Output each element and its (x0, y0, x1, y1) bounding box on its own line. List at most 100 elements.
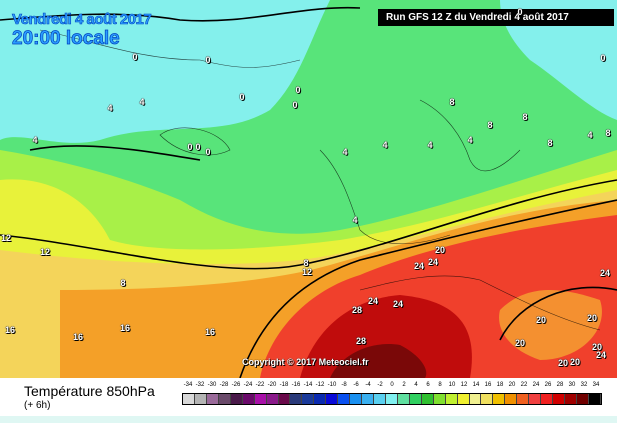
scale-tick-label: -16 (291, 382, 301, 388)
contour-label: 24 (427, 257, 439, 267)
contour-label: 24 (413, 261, 425, 271)
contour-label: 8 (449, 97, 455, 107)
scale-swatch (445, 394, 458, 404)
temperature-map (0, 0, 617, 378)
scale-tick-label: 32 (580, 382, 588, 388)
scale-swatch (565, 394, 577, 404)
contour-label: 16 (72, 332, 84, 342)
scale-swatch (278, 394, 291, 404)
scale-tick-label: -4 (365, 382, 371, 388)
scale-swatch (529, 394, 542, 404)
scale-tick-label: 24 (532, 382, 540, 388)
scale-swatch (541, 394, 554, 404)
color-scale-bar (182, 393, 602, 405)
scale-swatch (481, 394, 494, 404)
contour-label: 20 (434, 245, 446, 255)
scale-tick-label: -2 (377, 382, 383, 388)
scale-swatch (457, 394, 470, 404)
scale-swatch (421, 394, 434, 404)
copyright: Copyright © 2017 Meteociel.fr (242, 357, 369, 367)
scale-swatch (254, 394, 267, 404)
scale-tick-label: -14 (303, 382, 313, 388)
legend-subtitle: (+ 6h) (24, 400, 51, 411)
scale-tick-label: 6 (426, 382, 430, 388)
scale-tick-label: 14 (472, 382, 480, 388)
scale-tick-label: 26 (544, 382, 552, 388)
scale-swatch (194, 394, 207, 404)
contour-label: 0 (517, 7, 523, 17)
scale-swatch (183, 394, 195, 404)
contour-label: 0 (295, 85, 301, 95)
contour-lines (0, 6, 617, 378)
legend-title: Température 850hPa (24, 383, 155, 399)
scale-swatch (469, 394, 482, 404)
scale-tick-label: 0 (390, 382, 394, 388)
scale-swatch (218, 394, 231, 404)
contour-label: 20 (586, 313, 598, 323)
contour-label: 16 (119, 323, 131, 333)
scale-swatch (385, 394, 398, 404)
scale-tick-label: -34 (183, 382, 193, 388)
contour-label: 4 (342, 147, 348, 157)
contour-label: 16 (4, 325, 16, 335)
scale-swatch (350, 394, 363, 404)
scale-swatch (230, 394, 243, 404)
scale-tick-label: 8 (438, 382, 442, 388)
scale-tick-label: 28 (556, 382, 564, 388)
contour-label: 20 (569, 357, 581, 367)
contour-label: 0 (239, 92, 245, 102)
contour-label: 24 (392, 299, 404, 309)
scale-swatch (266, 394, 279, 404)
contour-label: 24 (599, 268, 611, 278)
forecast-date: Vendredi 4 août 2017 (12, 11, 152, 29)
model-run-label: Run GFS 12 Z du Vendredi 4 août 2017 (378, 9, 614, 26)
warm-pocket-east (499, 290, 602, 360)
scale-tick-label: -20 (267, 382, 277, 388)
contour-label: 4 (382, 140, 388, 150)
scale-swatch (433, 394, 446, 404)
coastlines (39, 29, 601, 331)
contour-label: 0 (292, 100, 298, 110)
contour-label: 8 (487, 120, 493, 130)
scale-swatch (576, 394, 589, 404)
scale-swatch (517, 394, 530, 404)
scale-tick-label: -30 (207, 382, 217, 388)
contour-label: 4 (32, 135, 38, 145)
hot-region-dark-red (300, 295, 472, 378)
scale-tick-label: 34 (592, 382, 600, 388)
contour-label: 12 (301, 267, 313, 277)
contour-label: 24 (595, 350, 607, 360)
color-scale-labels: -34 -32 -30 -28 -26 -24 -22 -20 -18 -16 -14 -12 -10-… (182, 382, 602, 392)
scale-swatch (493, 394, 506, 404)
cold-region-northwest (0, 0, 330, 143)
contour-label: 0 (195, 142, 201, 152)
contour-label: 4 (427, 140, 433, 150)
forecast-time: 20:00 locale (12, 28, 120, 50)
scale-swatch (374, 394, 386, 404)
scale-swatch (553, 394, 565, 404)
scale-swatch (290, 394, 303, 404)
contour-label: 4 (587, 130, 593, 140)
scale-swatch (338, 394, 351, 404)
contour-label: 0 (187, 142, 193, 152)
contour-label: 0 (132, 52, 138, 62)
scale-tick-label: 16 (484, 382, 492, 388)
scale-swatch (314, 394, 327, 404)
hot-core (330, 344, 427, 378)
cold-region-northeast (500, 0, 617, 120)
contour-label: 4 (107, 103, 113, 113)
contour-label: 24 (367, 296, 379, 306)
contour-label: 8 (120, 278, 126, 288)
contour-label: 0 (205, 55, 211, 65)
scale-tick-label: 2 (402, 382, 406, 388)
contour-label: 20 (514, 338, 526, 348)
scale-tick-label: -32 (195, 382, 205, 388)
contour-label: 4 (139, 97, 145, 107)
scale-tick-label: 4 (414, 382, 418, 388)
scale-swatch (588, 394, 601, 404)
scale-tick-label: -26 (231, 382, 241, 388)
contour-label: 8 (547, 138, 553, 148)
contour-label: 8 (522, 112, 528, 122)
scale-tick-label: -22 (255, 382, 265, 388)
